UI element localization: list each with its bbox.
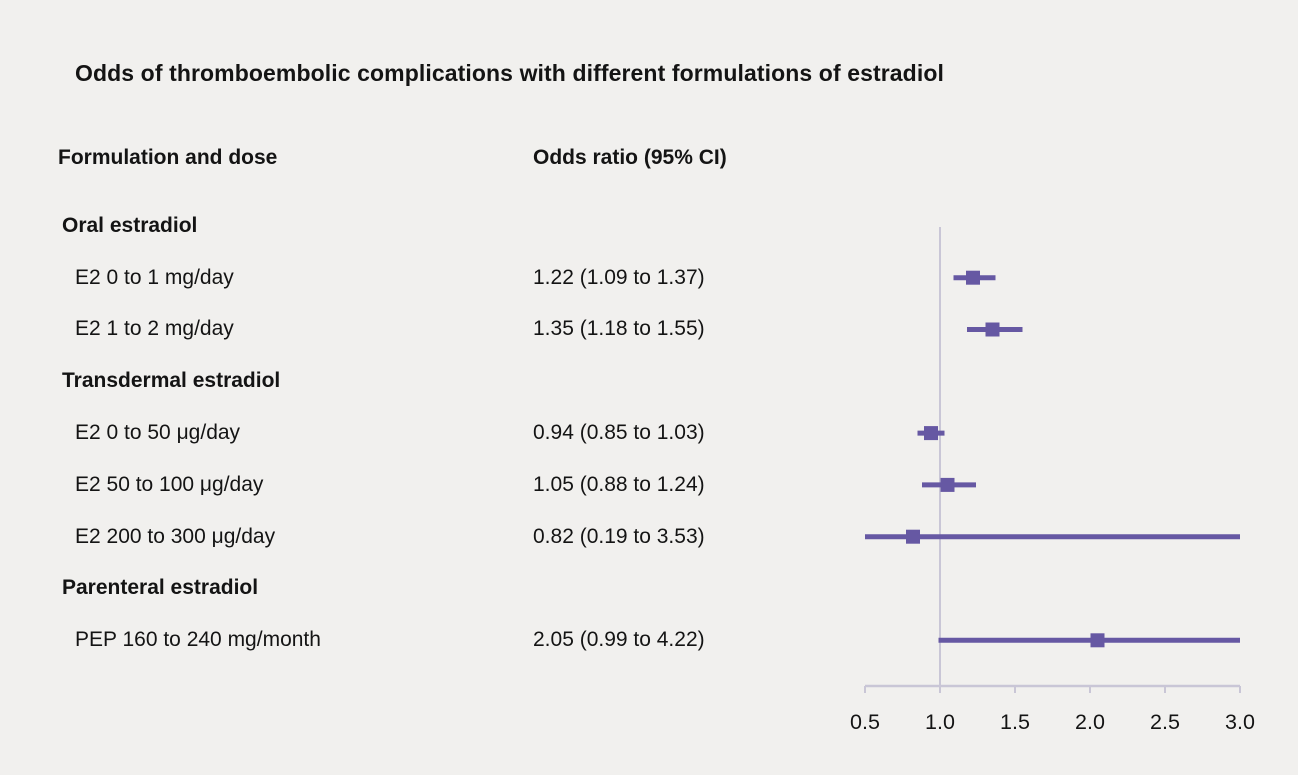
data-row: E2 200 to 300 μg/day 0.82 (0.19 to 3.53) [0, 511, 1298, 563]
row-label: E2 50 to 100 μg/day [75, 472, 264, 496]
group-row: Transdermal estradiol [0, 355, 1298, 407]
axis-tick-label: 2.0 [1075, 710, 1105, 734]
row-label: Oral estradiol [62, 213, 198, 237]
axis-tick-label: 1.0 [925, 710, 955, 734]
data-row: E2 0 to 1 mg/day 1.22 (1.09 to 1.37) [0, 252, 1298, 304]
odds-ratio-value: 0.94 (0.85 to 1.03) [533, 421, 705, 445]
data-row: E2 50 to 100 μg/day 1.05 (0.88 to 1.24) [0, 459, 1298, 511]
rows-container: Oral estradiol E2 0 to 1 mg/day 1.22 (1.09… [0, 200, 1298, 666]
data-row: E2 1 to 2 mg/day 1.35 (1.18 to 1.55) [0, 304, 1298, 356]
data-row: E2 0 to 50 μg/day 0.94 (0.85 to 1.03) [0, 407, 1298, 459]
group-row: Parenteral estradiol [0, 563, 1298, 615]
odds-ratio-value: 2.05 (0.99 to 4.22) [533, 628, 705, 652]
axis-tick-label: 3.0 [1225, 710, 1255, 734]
column-header-formulation: Formulation and dose [58, 146, 278, 169]
axis-tick-label: 1.5 [1000, 710, 1030, 734]
group-row: Oral estradiol [0, 200, 1298, 252]
row-label: PEP 160 to 240 mg/month [75, 628, 321, 652]
odds-ratio-value: 1.22 (1.09 to 1.37) [533, 265, 705, 289]
odds-ratio-value: 1.05 (0.88 to 1.24) [533, 472, 705, 496]
row-label: E2 200 to 300 μg/day [75, 524, 276, 548]
column-header-odds-ratio: Odds ratio (95% CI) [533, 146, 727, 169]
data-row: PEP 160 to 240 mg/month 2.05 (0.99 to 4.2… [0, 614, 1298, 666]
row-label: E2 0 to 1 mg/day [75, 265, 234, 289]
odds-ratio-value: 0.82 (0.19 to 3.53) [533, 524, 705, 548]
axis-tick-label: 0.5 [850, 710, 880, 734]
row-label: E2 1 to 2 mg/day [75, 317, 234, 341]
page-title: Odds of thromboembolic complications wit… [75, 60, 944, 86]
odds-ratio-value: 1.35 (1.18 to 1.55) [533, 317, 705, 341]
row-label: E2 0 to 50 μg/day [75, 421, 241, 445]
axis-tick-label: 2.5 [1150, 710, 1180, 734]
row-label: Transdermal estradiol [62, 369, 281, 393]
row-label: Parenteral estradiol [62, 576, 259, 600]
column-headers: Formulation and dose Odds ratio (95% CI) [0, 146, 1298, 174]
